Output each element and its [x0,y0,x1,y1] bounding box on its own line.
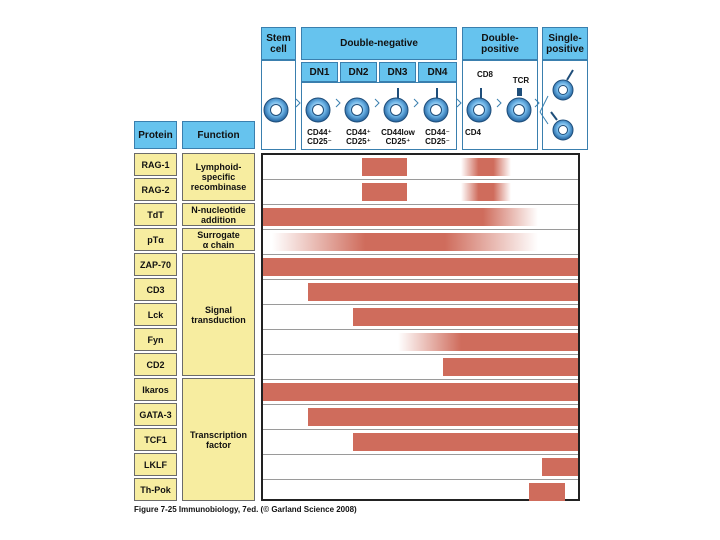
protein-cell: LKLF [134,453,177,476]
dn2-header: DN2 [340,62,377,82]
row-divider [263,454,578,455]
double-negative-header: Double-negative [301,27,457,60]
row-divider [263,304,578,305]
expression-bar [362,158,407,176]
tcr-label: TCR [512,76,530,85]
cd4-label: CD4 [464,128,481,137]
dn4-cell-icon [423,88,449,123]
expression-bar [272,233,538,251]
sp-cell-1-icon [552,69,574,101]
figure-caption: Figure 7-25 Immunobiology, 7ed. (© Garla… [134,505,357,514]
protein-header: Protein [134,121,177,149]
dn1-cell-icon [305,97,331,123]
row-divider [263,279,578,280]
cd8-label: CD8 [476,70,493,79]
stem-cell-header: Stem cell [261,27,296,60]
function-cell: Surrogate α chain [182,228,255,251]
dn4-marker: CD44⁻ CD25⁻ [425,128,450,146]
row-divider [263,204,578,205]
dn4-header: DN4 [418,62,457,82]
dn2-cell-icon [344,97,370,123]
function-cell: Lymphoid- specific recombinase [182,153,255,201]
expression-bar [461,183,511,201]
expression-plot [261,153,580,501]
sp-cell-2-icon [550,111,574,141]
expression-bar [353,308,578,326]
row-divider [263,329,578,330]
expression-bar [308,408,578,426]
row-divider [263,354,578,355]
expression-bar [263,383,578,401]
dn1-marker: CD44⁺ CD25⁻ [307,128,332,146]
row-divider [263,254,578,255]
expression-bar [263,208,538,226]
cell-drawings [263,69,574,141]
dn3-marker: CD44low CD25⁺ [381,128,415,146]
protein-cell: RAG-1 [134,153,177,176]
protein-cell: Fyn [134,328,177,351]
protein-cell: pTα [134,228,177,251]
row-divider [263,429,578,430]
protein-cell: CD3 [134,278,177,301]
expression-bar [461,158,511,176]
single-positive-header: Single- positive [542,27,588,60]
expression-bar [528,483,565,501]
dp-cell-1-icon [466,88,492,123]
function-cell: Transcription factor [182,378,255,501]
protein-cell: Th-Pok [134,478,177,501]
protein-cell: ZAP-70 [134,253,177,276]
protein-cell: TCF1 [134,428,177,451]
expression-bar [542,458,578,476]
protein-cell: Ikaros [134,378,177,401]
row-divider [263,479,578,480]
dn3-cell-icon [383,88,409,123]
double-positive-header: Double- positive [462,27,538,60]
expression-bar [308,283,578,301]
function-cell: N-nucleotide addition [182,203,255,226]
expression-bar [398,333,578,351]
row-divider [263,179,578,180]
row-divider [263,379,578,380]
dn3-header: DN3 [379,62,416,82]
stem-cell-icon [263,97,289,123]
expression-bar [443,358,578,376]
expression-bar [362,183,407,201]
expression-bar [263,258,578,276]
dn2-marker: CD44⁺ CD25⁺ [346,128,371,146]
dn1-header: DN1 [301,62,338,82]
row-divider [263,404,578,405]
expression-bar [353,433,578,451]
dp-cell-2-icon [506,88,532,123]
protein-cell: RAG-2 [134,178,177,201]
protein-cell: CD2 [134,353,177,376]
protein-cell: TdT [134,203,177,226]
function-header: Function [182,121,255,149]
function-cell: Signal transduction [182,253,255,376]
row-divider [263,229,578,230]
protein-cell: GATA-3 [134,403,177,426]
protein-cell: Lck [134,303,177,326]
